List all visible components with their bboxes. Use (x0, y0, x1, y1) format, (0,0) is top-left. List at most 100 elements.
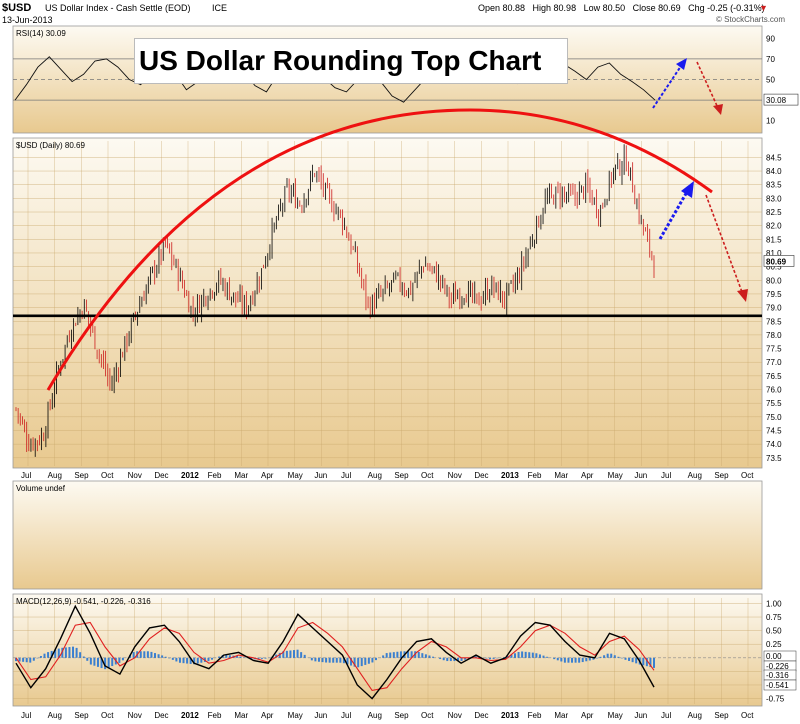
price-x-label: May (288, 471, 303, 480)
price-x-label: 2013 (501, 471, 519, 480)
price-x-label: Oct (421, 471, 434, 480)
macd-legend: MACD(12,26,9) -0.541, -0.226, -0.316 (16, 597, 151, 606)
macd-x-label: Sep (74, 711, 89, 720)
macd-x-label: Sep (394, 711, 409, 720)
price-x-label: Apr (581, 471, 594, 480)
macd-x-label: Feb (528, 711, 542, 720)
rsi-red-arrow-head (713, 104, 723, 115)
price-tick-label: 74.5 (766, 426, 782, 435)
price-tick-label: 75.5 (766, 399, 782, 408)
rsi-tick-label: 50 (766, 76, 775, 85)
macd-x-label: Aug (688, 711, 702, 720)
macd-x-label: Jul (21, 711, 31, 720)
price-x-label: Feb (528, 471, 542, 480)
volume-panel (12, 480, 763, 590)
price-blue-arrow-line (658, 189, 690, 240)
rsi-blue-arrow-head (676, 58, 687, 70)
price-tick-label: 83.0 (766, 194, 782, 203)
price-x-label: Nov (448, 471, 462, 480)
macd-x-label: Aug (48, 711, 62, 720)
price-tick-label: 78.0 (766, 331, 782, 340)
macd-x-label: Dec (474, 711, 488, 720)
macd-x-label: Jul (341, 711, 351, 720)
macd-x-label: May (288, 711, 303, 720)
quote-summary: Open 80.88 High 80.98 Low 80.50 Close 80… (478, 3, 765, 13)
price-tick-label: 76.0 (766, 386, 782, 395)
price-x-label: Mar (554, 471, 568, 480)
price-x-label: Aug (688, 471, 702, 480)
price-tick-label: 77.5 (766, 345, 782, 354)
trend-down-icon: ▼ (759, 3, 768, 13)
price-tick-label: 80.5 (766, 263, 782, 272)
macd-tick-label: 0.25 (766, 640, 782, 649)
price-x-label: Sep (74, 471, 89, 480)
price-x-label: May (608, 471, 623, 480)
rounding-top-arc (46, 108, 713, 391)
macd-line (15, 604, 655, 700)
macd-x-label: Oct (101, 711, 114, 720)
price-tick-label: 83.5 (766, 181, 782, 190)
price-red-arrow-line (705, 194, 743, 293)
rsi-tick-label: 90 (766, 34, 775, 43)
price-last-value-box (763, 255, 795, 267)
price-tick-label: 78.5 (766, 317, 782, 326)
macd-x-label: Jul (661, 711, 671, 720)
price-x-label: Mar (234, 471, 248, 480)
price-x-label: Oct (741, 471, 754, 480)
rsi-tick-label: 70 (766, 55, 775, 64)
brand: © StockCharts.com (716, 15, 786, 24)
price-red-arrow-head (737, 289, 748, 302)
price-x-label: Jul (341, 471, 351, 480)
macd-x-label: Sep (714, 711, 729, 720)
macd-x-label: Apr (261, 711, 274, 720)
macd-x-label: 2012 (181, 711, 199, 720)
price-tick-label: 73.5 (766, 454, 782, 463)
macd-panel (12, 593, 763, 707)
macd-tick-label: 0.75 (766, 613, 782, 622)
chart-title-box: US Dollar Rounding Top Chart (134, 38, 568, 84)
chart-title: US Dollar Rounding Top Chart (139, 45, 542, 76)
macd-last-value: 0.00 (766, 652, 782, 661)
rsi-blue-arrow-line (652, 62, 684, 109)
price-tick-label: 74.0 (766, 440, 782, 449)
price-tick-label: 77.0 (766, 358, 782, 367)
price-panel (12, 137, 763, 469)
macd-x-label: Mar (554, 711, 568, 720)
price-x-label: 2012 (181, 471, 199, 480)
price-tick-label: 84.5 (766, 153, 782, 162)
rsi-tick-label: 10 (766, 117, 775, 126)
macd-x-label: Nov (128, 711, 142, 720)
rsi-last-value-box (763, 93, 799, 106)
macd-x-label: Oct (421, 711, 434, 720)
price-tick-label: 81.0 (766, 249, 782, 258)
price-legend: $USD (Daily) 80.69 (16, 141, 85, 150)
price-x-label: Jun (314, 471, 327, 480)
macd-tick-label: 0.50 (766, 627, 782, 636)
price-last-value: 80.69 (766, 257, 787, 266)
volume-legend: Volume undef (16, 484, 66, 493)
macd-x-label: Nov (448, 711, 462, 720)
price-tick-label: 76.5 (766, 372, 782, 381)
price-x-label: Jul (21, 471, 31, 480)
rsi-legend: RSI(14) 30.09 (16, 29, 66, 38)
macd-x-label: Apr (581, 711, 594, 720)
price-x-label: Jul (661, 471, 671, 480)
price-tick-label: 79.0 (766, 304, 782, 313)
price-tick-label: 84.0 (766, 167, 782, 176)
macd-tick-label: -0.75 (766, 695, 785, 704)
rsi-last-value: 30.08 (766, 96, 787, 105)
price-tick-label: 75.0 (766, 413, 782, 422)
price-blue-arrow-head (681, 181, 694, 198)
symbol: $USD (2, 2, 32, 14)
macd-x-label: 2013 (501, 711, 519, 720)
macd-last-value: -0.541 (766, 681, 789, 690)
price-x-label: Aug (48, 471, 62, 480)
macd-signal-line (15, 621, 655, 692)
price-x-label: Nov (128, 471, 142, 480)
macd-last-value: -0.316 (766, 671, 789, 680)
macd-x-label: Oct (741, 711, 754, 720)
chart-date: 13-Jun-2013 (2, 15, 53, 25)
index-description: US Dollar Index - Cash Settle (EOD) (45, 3, 191, 13)
macd-x-label: Mar (234, 711, 248, 720)
